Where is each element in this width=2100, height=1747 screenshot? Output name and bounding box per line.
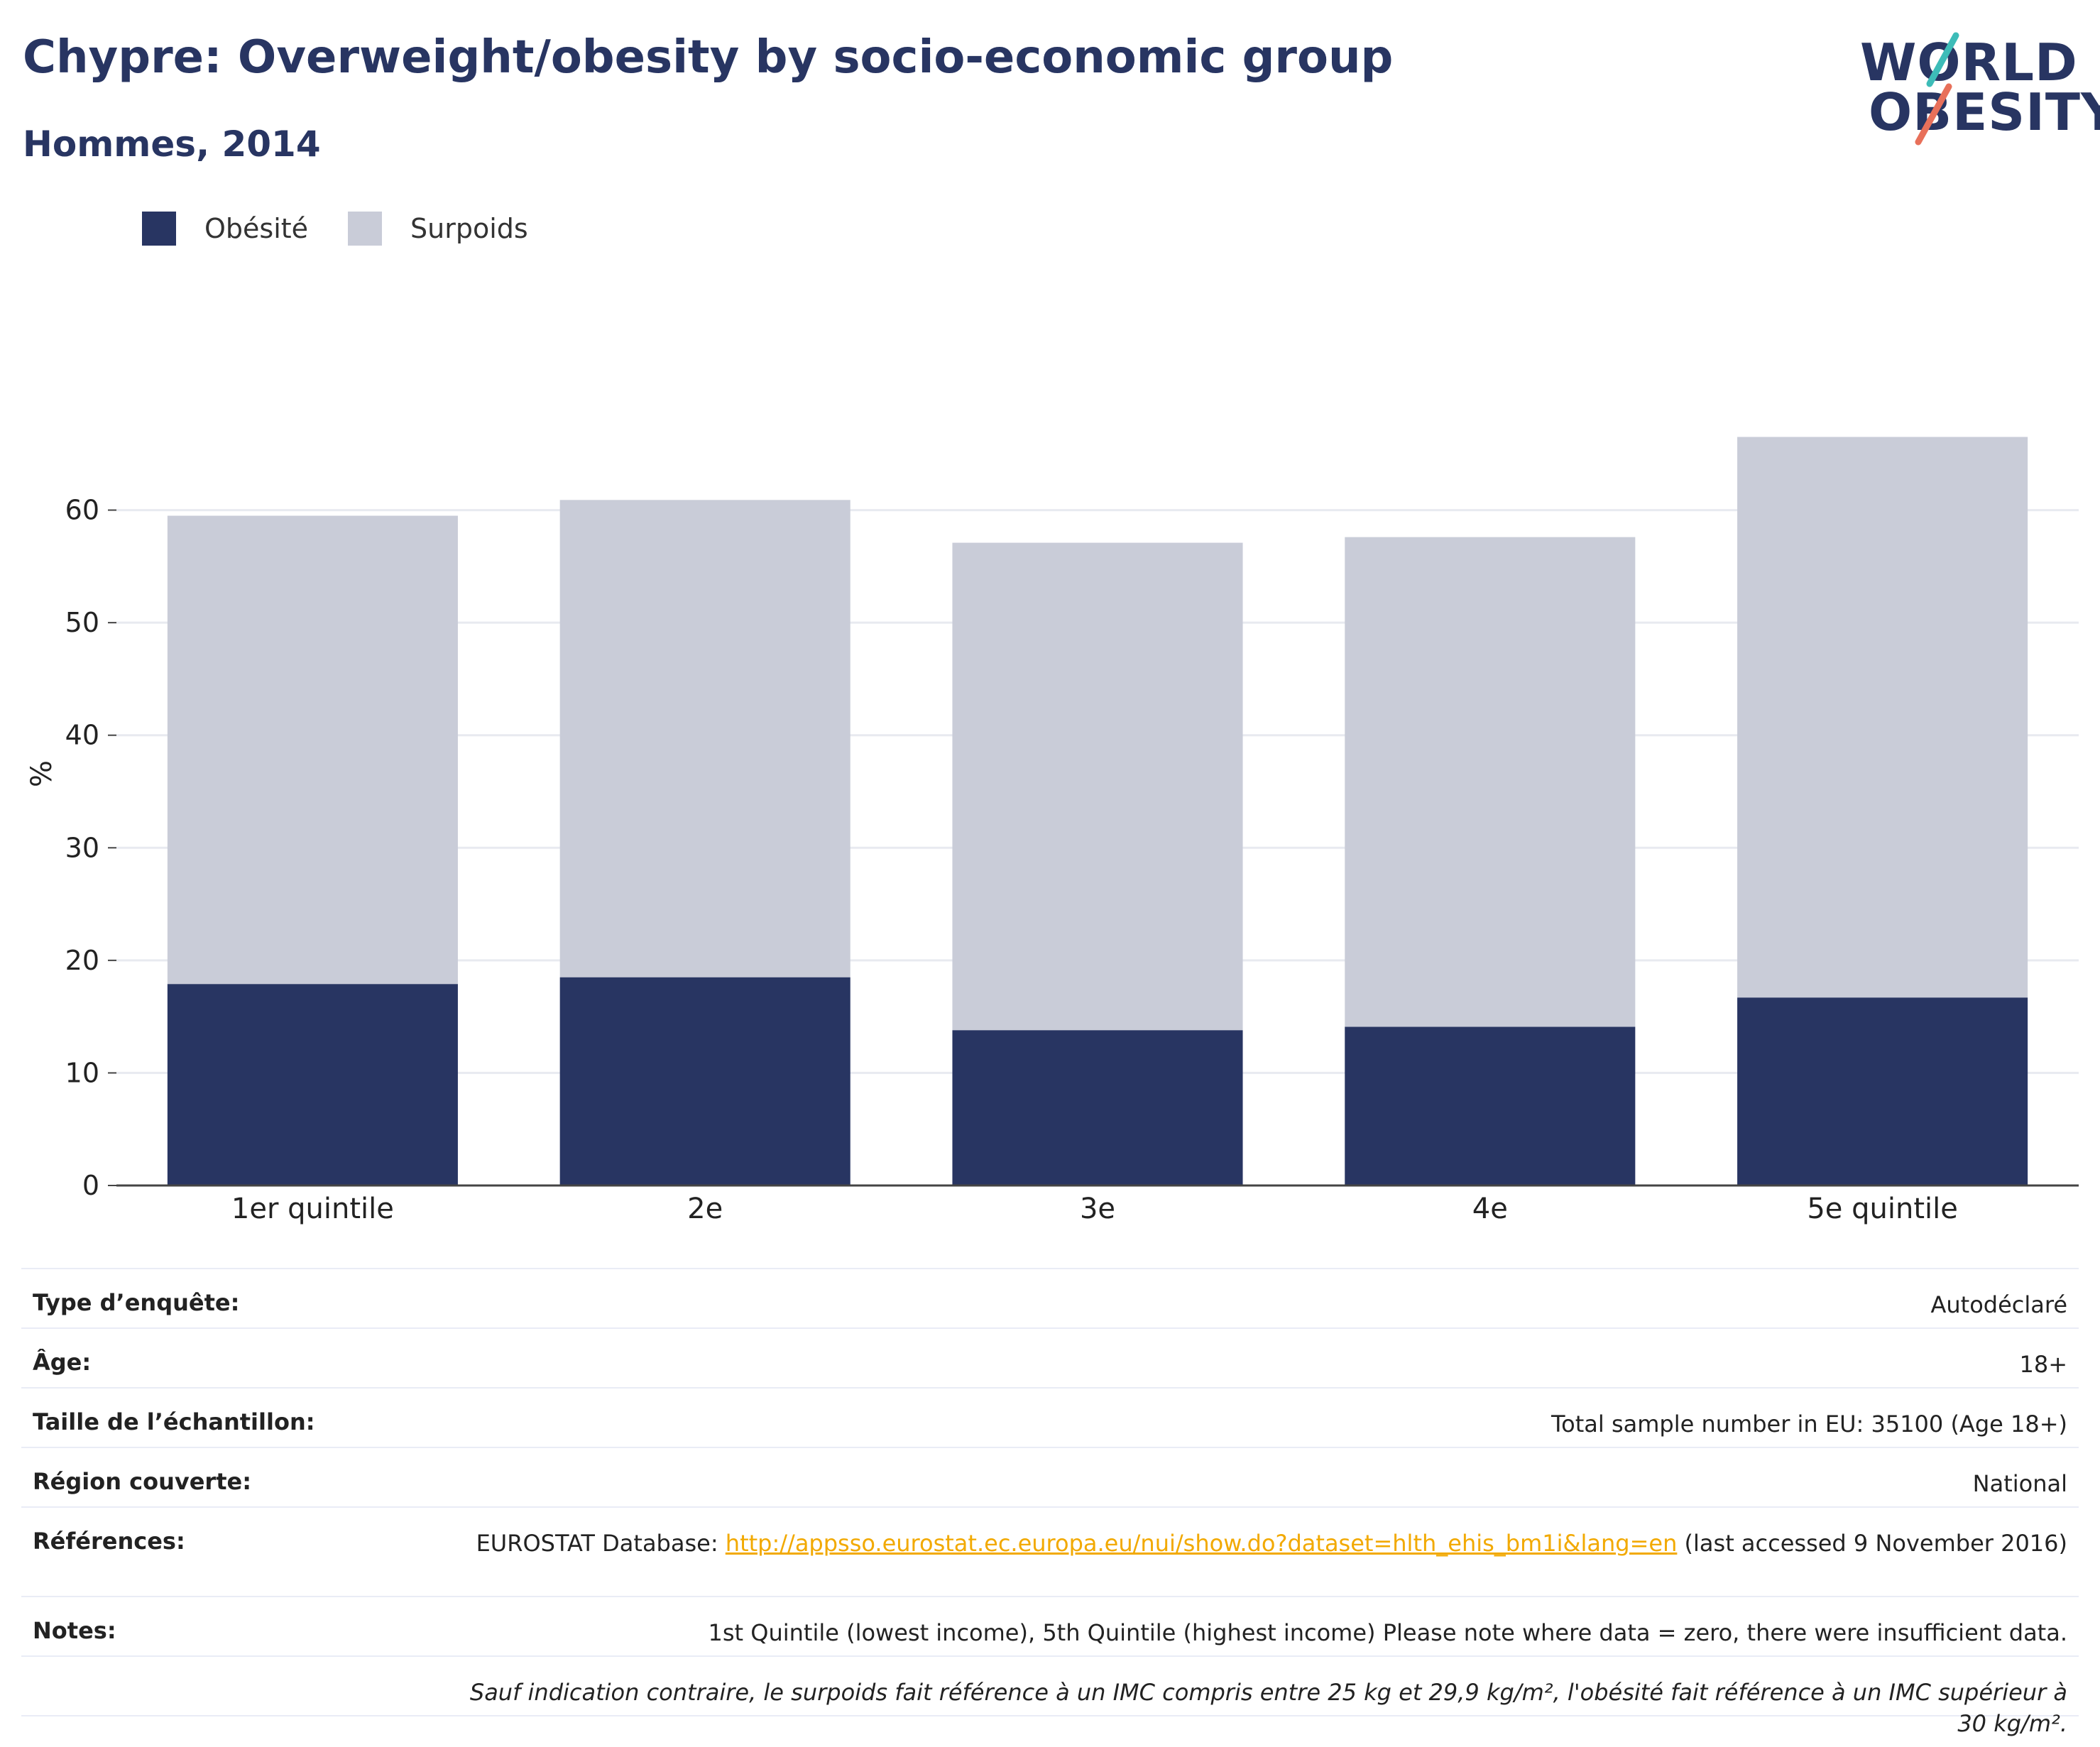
legend-label-obesity: Obésité [204,213,309,244]
bar-obesity [559,977,851,1185]
world-obesity-logo: WORLD OBESITY [1853,21,2100,149]
x-tick-label: 5e quintile [1807,1193,1958,1225]
x-tick-label: 2e [687,1193,723,1225]
legend-swatch-obesity [142,212,176,246]
chart-title: Chypre: Overweight/obesity by socio-econ… [23,31,1394,84]
info-key-survey: Type d’enquête: [33,1289,240,1316]
info-row-notes: Notes: 1st Quintile (lowest income), 5th… [21,1597,2079,1657]
references-suffix: (last accessed 9 November 2016) [1677,1530,2067,1557]
bar-overweight [167,515,458,985]
y-tick-label: 0 [82,1170,99,1201]
info-val-references: EUROSTAT Database: http://appsso.eurosta… [476,1528,2067,1559]
info-key-sample: Taille de l’échantillon: [33,1408,315,1435]
info-val-sample: Total sample number in EU: 35100 (Age 18… [1551,1411,2067,1437]
bars [167,437,2028,1185]
bar-overweight [952,542,1243,1031]
y-tick-label: 20 [65,945,99,976]
info-key-age: Âge: [33,1349,92,1376]
info-key-notes: Notes: [33,1617,116,1644]
bar-chart: 0 10 20 30 40 50 60 1er quintile 2e 3e 4e 5e quinti… [26,437,2079,1225]
info-footnote: Sauf indication contraire, le surpoids f… [469,1679,2067,1737]
bar-overweight [559,500,851,977]
bar-obesity [1737,997,2028,1185]
info-val-region: National [1972,1470,2067,1497]
info-row-survey: Type d’enquête: Autodéclaré [21,1269,2079,1329]
references-link[interactable]: http://appsso.eurostat.ec.europa.eu/nui/… [725,1530,1678,1557]
chart-subtitle: Hommes, 2014 [23,124,321,165]
info-key-region: Région couverte: [33,1468,251,1495]
references-prefix: EUROSTAT Database: [476,1530,726,1557]
bar-obesity [952,1030,1243,1185]
info-row-region: Région couverte: National [21,1448,2079,1508]
legend-swatch-overweight [348,212,383,246]
legend-label-overweight: Surpoids [410,213,528,244]
info-table: Type d’enquête: Autodéclaré Âge: 18+ Tai… [21,1268,2079,1737]
chart-legend: Obésité Surpoids [142,212,568,246]
info-row-sample: Taille de l’échantillon: Total sample nu… [21,1389,2079,1448]
logo-text-obesity: OBESITY [1869,82,2100,142]
y-tick-label: 30 [65,832,99,863]
bar-overweight [1737,437,2028,998]
y-tick-label: 50 [65,607,99,638]
info-key-references: Références: [33,1528,185,1555]
info-val-age: 18+ [2019,1351,2067,1378]
info-row-age: Âge: 18+ [21,1329,2079,1389]
axes: 0 10 20 30 40 50 60 1er quintile 2e 3e 4e 5e quinti… [65,495,2079,1225]
bar-overweight [1345,537,1636,1027]
x-tick-label: 4e [1472,1193,1508,1225]
info-row-footnote: Sauf indication contraire, le surpoids f… [21,1657,2079,1737]
x-tick-label: 1er quintile [231,1193,394,1225]
logo-text-world: WORLD [1860,33,2078,92]
y-axis-label: % [26,760,58,787]
info-row-references: Références: EUROSTAT Database: http://ap… [21,1508,2079,1597]
y-tick-label: 60 [65,495,99,526]
y-tick-label: 10 [65,1057,99,1088]
y-tick-label: 40 [65,720,99,751]
logo-slash-icon [1915,32,1959,146]
bar-obesity [1345,1026,1636,1185]
legend-item-obesity[interactable]: Obésité [142,212,308,246]
bar-obesity [167,984,458,1185]
legend-item-overweight[interactable]: Surpoids [348,212,528,246]
info-val-notes: 1st Quintile (lowest income), 5th Quinti… [708,1619,2068,1646]
x-tick-label: 3e [1080,1193,1115,1225]
info-val-survey: Autodéclaré [1930,1291,2067,1318]
